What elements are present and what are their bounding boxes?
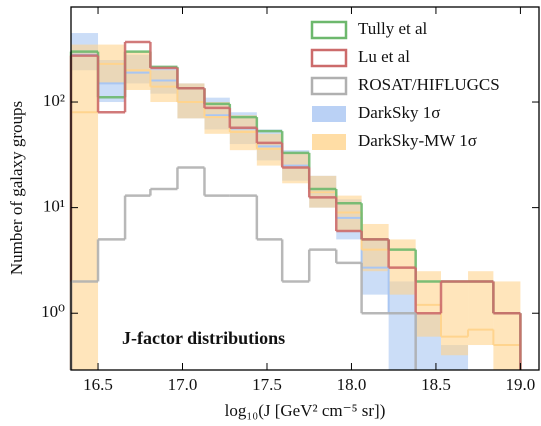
annotation: J-factor distributions (122, 328, 285, 348)
x-axis-label: log₁₀(J [GeV² cm⁻⁵ sr]) (225, 401, 386, 420)
legend-swatch (312, 106, 346, 122)
x-tick-label: 17.0 (168, 375, 198, 394)
legend-label: ROSAT/HIFLUGCS (358, 75, 500, 94)
legend-swatch (310, 48, 348, 68)
x-tick-label: 19.0 (506, 375, 536, 394)
band-bin (388, 281, 416, 370)
plot-frame (70, 6, 540, 371)
y-axis-label: Number of galaxy groups (7, 101, 26, 275)
y-tick-label: 10² (43, 91, 65, 110)
legend-label: DarkSky-MW 1σ (358, 131, 477, 150)
x-tick-label: 17.5 (252, 375, 282, 394)
legend-label: DarkSky 1σ (358, 103, 440, 122)
legend-swatch (312, 134, 346, 150)
plot-area (69, 33, 522, 371)
x-tick-label: 18.5 (421, 375, 451, 394)
y-tick-label: 10⁰ (41, 302, 65, 321)
legend-label: Lu et al (358, 47, 410, 66)
y-tick-label: 10¹ (43, 197, 65, 216)
band-bin (493, 281, 521, 370)
band-bin (468, 271, 494, 346)
band-bin (441, 281, 469, 356)
legend-swatch (310, 20, 348, 40)
legend-swatch (310, 76, 348, 96)
band-bin (361, 223, 389, 272)
x-tick-label: 18.0 (337, 375, 367, 394)
x-tick-label: 16.5 (83, 375, 113, 394)
legend-label: Tully et al (358, 19, 428, 38)
